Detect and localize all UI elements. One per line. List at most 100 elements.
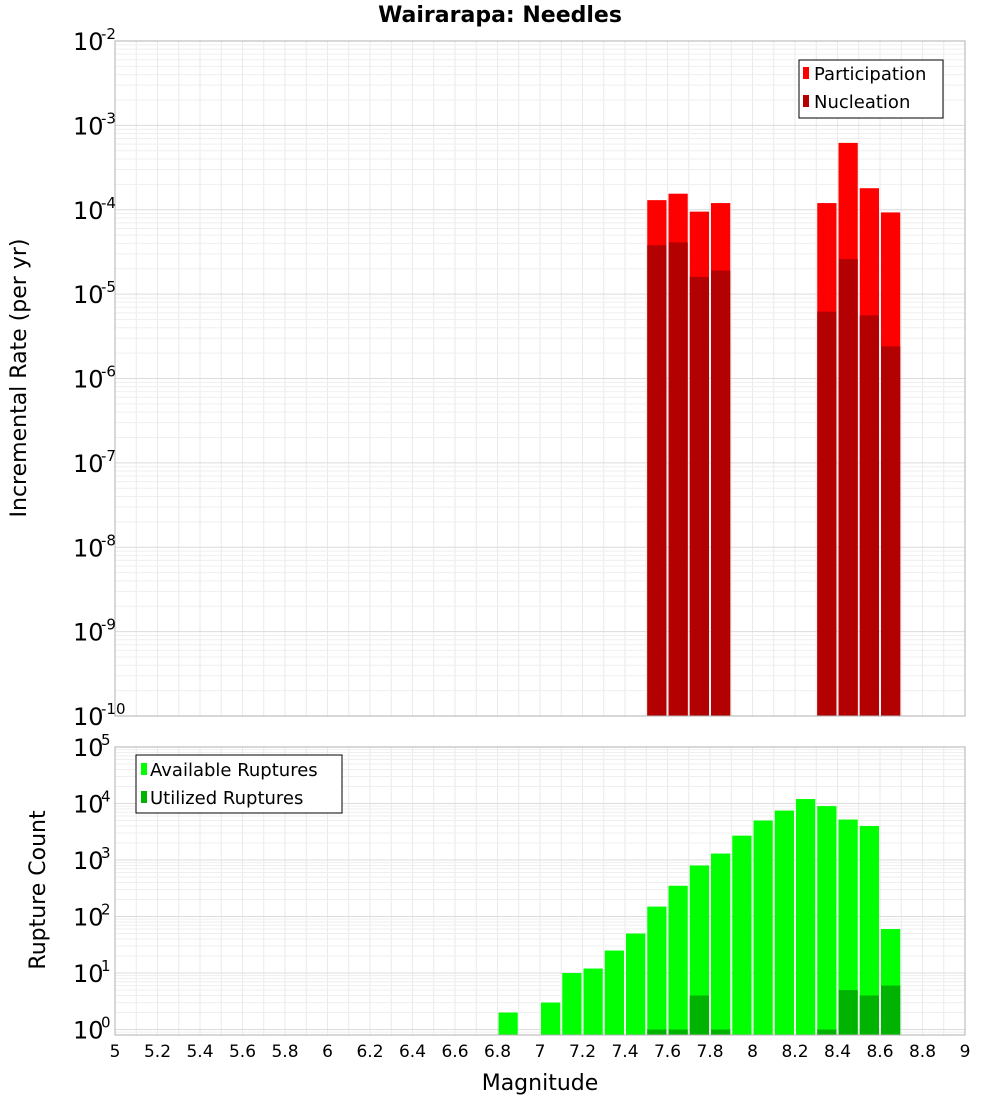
bar-available-ruptures: [562, 973, 582, 1035]
y-tick-label: 10: [73, 197, 104, 225]
legend-label-participation: Participation: [814, 64, 926, 85]
x-axis-title: Magnitude: [482, 1071, 599, 1096]
bar-available-ruptures: [626, 933, 646, 1035]
bar-utilized-ruptures: [838, 990, 858, 1035]
x-tick-label: 8: [747, 1042, 758, 1062]
bar-utilized-ruptures: [647, 1029, 667, 1035]
bar-utilized-ruptures: [859, 995, 879, 1035]
y-tick-exponent: 2: [101, 901, 111, 919]
legend-swatch-available: [141, 763, 147, 775]
bar-utilized-ruptures: [711, 1029, 731, 1035]
legend-swatch-participation: [803, 67, 809, 79]
bar-available-ruptures: [859, 825, 879, 1035]
top-y-axis-title: Incremental Rate (per yr): [7, 239, 32, 518]
x-tick-label: 6: [322, 1042, 333, 1062]
y-tick-exponent: -5: [101, 278, 116, 296]
y-tick-label: 10: [73, 734, 104, 762]
bars-layer: [498, 142, 901, 1035]
x-tick-label: 6.4: [399, 1042, 426, 1062]
x-tick-label: 5.6: [229, 1042, 256, 1062]
x-tick-label: 7.6: [654, 1042, 681, 1062]
x-tick-label: 9: [960, 1042, 971, 1062]
top-legend: Participation Nucleation: [798, 59, 944, 119]
y-tick-exponent: 3: [101, 844, 111, 862]
bar-utilized-ruptures: [817, 1029, 837, 1035]
bar-available-ruptures: [498, 1012, 518, 1035]
x-tick-label: 6.2: [356, 1042, 383, 1062]
x-tick-label: 6.8: [484, 1042, 511, 1062]
x-tick-label: 7.2: [569, 1042, 596, 1062]
x-tick-label: 8.8: [909, 1042, 936, 1062]
y-tick-exponent: 0: [101, 1014, 111, 1032]
bottom-legend: Available Ruptures Utilized Ruptures: [135, 754, 343, 814]
x-tick-label: 8.4: [824, 1042, 851, 1062]
top-legend-box: [798, 59, 944, 119]
bar-nucleation: [859, 315, 879, 716]
y-tick-label: 10: [73, 791, 104, 819]
x-tick-label: 8.2: [781, 1042, 808, 1062]
bar-available-ruptures: [689, 865, 709, 1035]
frame-layer: [114, 40, 966, 1036]
bar-available-ruptures: [711, 853, 731, 1035]
y-tick-exponent: -8: [101, 531, 116, 549]
bar-available-ruptures: [647, 906, 667, 1035]
ticks-layer: 10-210-310-410-510-610-710-810-910-10105…: [73, 25, 970, 1062]
y-tick-label: 10: [73, 534, 104, 562]
y-tick-label: 10: [73, 112, 104, 140]
x-tick-label: 7.8: [696, 1042, 723, 1062]
bar-available-ruptures: [541, 1002, 561, 1035]
bar-nucleation: [689, 276, 709, 716]
y-tick-exponent: 1: [101, 957, 111, 975]
y-tick-label: 10: [73, 703, 104, 731]
grid-layer: [114, 40, 966, 1036]
y-tick-exponent: -4: [101, 194, 116, 212]
y-tick-label: 10: [73, 281, 104, 309]
bar-available-ruptures: [668, 885, 688, 1035]
bar-nucleation: [881, 346, 901, 716]
bottom-legend-box: [135, 754, 343, 814]
y-tick-exponent: -6: [101, 363, 116, 381]
x-tick-label: 5.2: [144, 1042, 171, 1062]
y-tick-exponent: -2: [101, 25, 116, 43]
legend-swatch-utilized: [141, 791, 147, 803]
bar-available-ruptures: [732, 835, 752, 1035]
y-tick-label: 10: [73, 619, 104, 647]
x-tick-label: 7: [535, 1042, 546, 1062]
bar-utilized-ruptures: [668, 1029, 688, 1035]
y-tick-label: 10: [73, 904, 104, 932]
y-tick-exponent: -3: [101, 109, 116, 127]
y-tick-label: 10: [73, 1017, 104, 1045]
bar-nucleation: [817, 311, 837, 716]
y-tick-exponent: 5: [101, 731, 111, 749]
plot-frame: [114, 40, 966, 717]
bar-utilized-ruptures: [881, 985, 901, 1035]
y-tick-label: 10: [73, 28, 104, 56]
legend-label-utilized: Utilized Ruptures: [150, 788, 303, 809]
bottom-y-axis-title: Rupture Count: [26, 810, 51, 970]
bar-available-ruptures: [817, 806, 837, 1035]
x-tick-label: 8.6: [866, 1042, 893, 1062]
bar-available-ruptures: [796, 799, 816, 1035]
bar-nucleation: [711, 270, 731, 716]
x-tick-label: 6.6: [441, 1042, 468, 1062]
bar-available-ruptures: [838, 819, 858, 1035]
x-tick-label: 5.8: [271, 1042, 298, 1062]
bar-nucleation: [838, 259, 858, 716]
y-tick-exponent: -10: [101, 700, 126, 718]
y-tick-label: 10: [73, 450, 104, 478]
bar-available-ruptures: [604, 950, 624, 1035]
y-tick-label: 10: [73, 847, 104, 875]
y-tick-exponent: -7: [101, 447, 116, 465]
x-tick-label: 5: [110, 1042, 121, 1062]
bar-available-ruptures: [774, 810, 794, 1035]
bar-nucleation: [647, 245, 667, 717]
y-tick-exponent: -9: [101, 616, 116, 634]
x-tick-label: 5.4: [186, 1042, 213, 1062]
chart-title: Wairarapa: Needles: [378, 3, 622, 28]
plot-frame: [114, 746, 966, 1036]
x-tick-label: 7.4: [611, 1042, 638, 1062]
bar-utilized-ruptures: [689, 995, 709, 1035]
legend-label-nucleation: Nucleation: [814, 92, 910, 113]
bar-nucleation: [668, 242, 688, 716]
